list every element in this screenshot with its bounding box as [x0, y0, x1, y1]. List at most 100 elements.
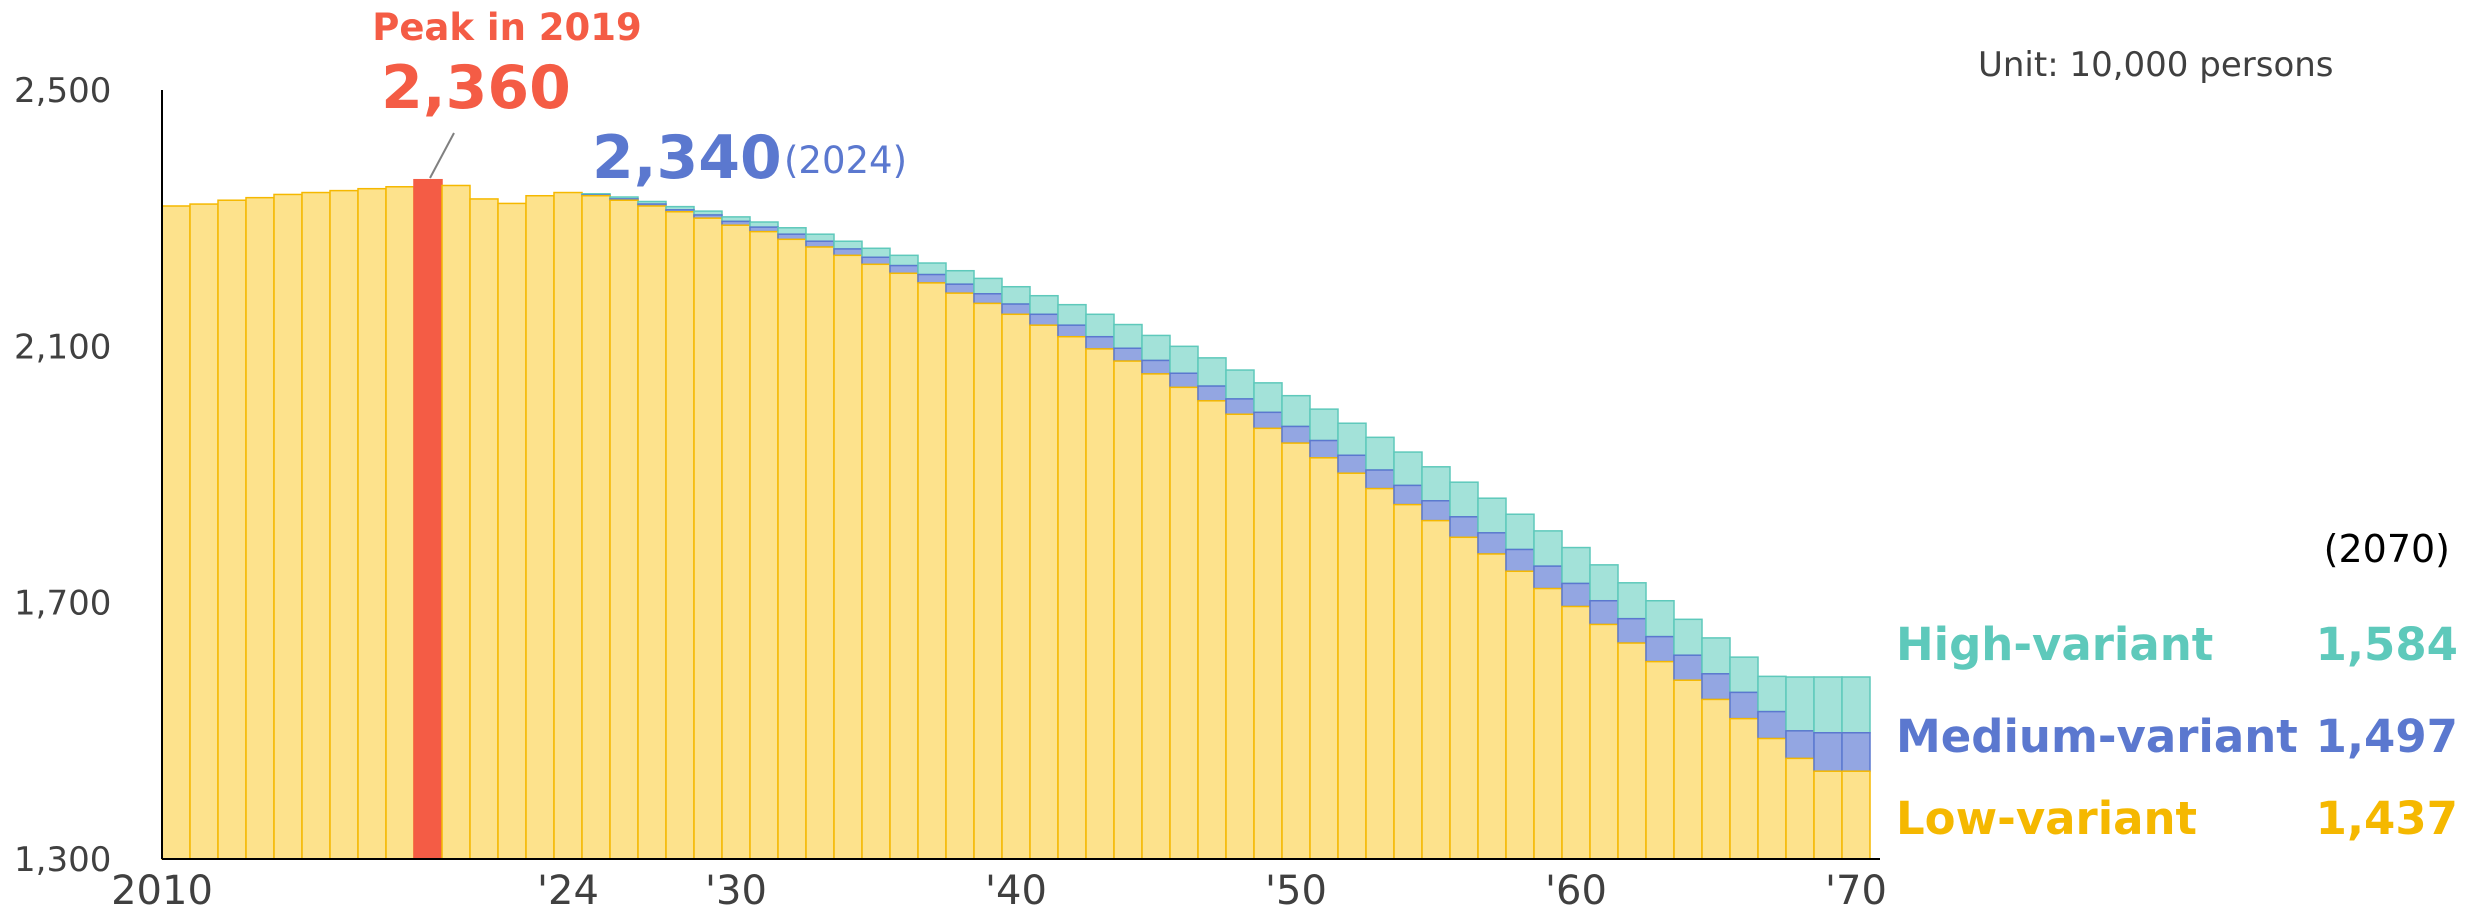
- bar-low-2025: [581, 194, 611, 860]
- bar-low-2067: [1757, 737, 1787, 860]
- bar-high-2061: [1589, 564, 1619, 602]
- bar-medium-2040: [1001, 303, 1031, 316]
- y-tick-label: 2,500: [14, 71, 111, 111]
- bar-medium-2068: [1785, 730, 1815, 760]
- bar-medium-2070: [1841, 732, 1871, 772]
- bars-layer: [161, 178, 1871, 860]
- bar-low-2060: [1561, 605, 1591, 860]
- bar-low-2070: [1841, 770, 1871, 860]
- bar-medium-2053: [1365, 469, 1395, 490]
- bar-low-2053: [1365, 487, 1395, 860]
- bar-low-2026: [609, 199, 639, 860]
- bar-low-2028: [665, 211, 695, 860]
- bar-medium-2058: [1505, 548, 1535, 573]
- bar-low-2061: [1589, 623, 1619, 860]
- peak-value: 2,360: [381, 53, 571, 123]
- bar-high-2055: [1421, 466, 1451, 502]
- bar-high-2069: [1813, 676, 1843, 734]
- bar-medium-2069: [1813, 732, 1843, 772]
- bar-low-2031: [749, 230, 779, 860]
- bar-medium-2036: [889, 264, 919, 275]
- bar-high-2041: [1029, 294, 1059, 316]
- legend-low-value: 1,437: [2316, 792, 2458, 845]
- bar-high-2068: [1785, 676, 1815, 732]
- x-tick-label: 2010: [111, 868, 213, 913]
- bar-low-2027: [637, 205, 667, 860]
- bar-high-2043: [1085, 313, 1115, 338]
- bar-low-2058: [1505, 570, 1535, 860]
- bar-low-2064: [1673, 679, 1703, 860]
- peak-leader-line: [429, 132, 455, 179]
- bar-low-2015: [301, 191, 331, 860]
- bar-low-2018: [385, 186, 415, 860]
- bar-medium-2061: [1589, 599, 1619, 626]
- bar-high-2048: [1225, 369, 1255, 400]
- peak-title: Peak in 2019: [372, 6, 642, 49]
- bar-low-2062: [1617, 642, 1647, 860]
- bar-medium-2062: [1617, 617, 1647, 644]
- bar-high-2049: [1253, 382, 1283, 414]
- x-tick-labels: 2010 '24 '30 '40 '50 '60 '70: [111, 868, 1887, 913]
- bar-low-2035: [861, 263, 891, 860]
- bar-medium-2045: [1141, 359, 1171, 375]
- bar-low-2059: [1533, 587, 1563, 860]
- bar-low-2013: [245, 196, 275, 860]
- bar-high-2056: [1449, 481, 1479, 518]
- bar-medium-2034: [833, 248, 863, 257]
- bar-low-2050: [1281, 442, 1311, 860]
- bar-low-2039: [973, 302, 1003, 860]
- bar-medium-2063: [1645, 635, 1675, 663]
- bar-high-2034: [833, 240, 863, 250]
- bar-high-2036: [889, 254, 919, 267]
- legend-medium-value: 1,497: [2316, 710, 2458, 763]
- bar-high-2065: [1701, 637, 1731, 675]
- bar-low-2012: [217, 199, 247, 860]
- bar-medium-2044: [1113, 347, 1143, 362]
- bar-low-2054: [1393, 503, 1423, 860]
- bar-low-2055: [1421, 519, 1451, 860]
- x-tick-label: '50: [1265, 868, 1327, 913]
- bar-high-2045: [1141, 334, 1171, 362]
- bar-medium-2051: [1309, 439, 1339, 459]
- bar-medium-2047: [1197, 385, 1227, 402]
- bar-high-2057: [1477, 497, 1507, 534]
- bar-medium-2046: [1169, 372, 1199, 389]
- bar-high-2053: [1365, 436, 1395, 471]
- bar-high-2031: [749, 221, 779, 228]
- bar-low-2044: [1113, 360, 1143, 860]
- bar-low-2022: [497, 202, 527, 860]
- bar-medium-2050: [1281, 425, 1311, 444]
- bar-low-2066: [1729, 717, 1759, 860]
- bar-low-2047: [1197, 400, 1227, 860]
- bar-low-2052: [1337, 472, 1367, 860]
- bar-low-2014: [273, 193, 303, 860]
- bar-high-2044: [1113, 323, 1143, 350]
- bar-high-2051: [1309, 408, 1339, 442]
- bar-high-2039: [973, 277, 1003, 295]
- bar-low-2024: [553, 191, 583, 860]
- bar-high-2038: [945, 269, 975, 285]
- bar-low-2051: [1309, 457, 1339, 860]
- bar-high-2067: [1757, 675, 1787, 713]
- bar-low-2042: [1057, 335, 1087, 860]
- bar-low-2038: [945, 292, 975, 860]
- bar-medium-2032: [777, 233, 807, 241]
- bar-high-2054: [1393, 451, 1423, 487]
- bar-medium-2059: [1533, 565, 1563, 590]
- bar-medium-2056: [1449, 516, 1479, 539]
- bar-medium-2042: [1057, 324, 1087, 338]
- bar-medium-2039: [973, 293, 1003, 305]
- bar-low-2020: [441, 184, 471, 860]
- bar-low-2041: [1029, 324, 1059, 860]
- bar-high-2070: [1841, 676, 1871, 734]
- x-tick-label: '60: [1545, 868, 1607, 913]
- bar-low-2040: [1001, 313, 1031, 860]
- bar-high-2052: [1337, 422, 1367, 457]
- bar-low-2068: [1785, 757, 1815, 860]
- bar-high-2037: [917, 262, 947, 276]
- bar-low-2034: [833, 254, 863, 860]
- bar-medium-2033: [805, 240, 835, 248]
- bar-high-2046: [1169, 345, 1199, 374]
- bar-high-2062: [1617, 582, 1647, 620]
